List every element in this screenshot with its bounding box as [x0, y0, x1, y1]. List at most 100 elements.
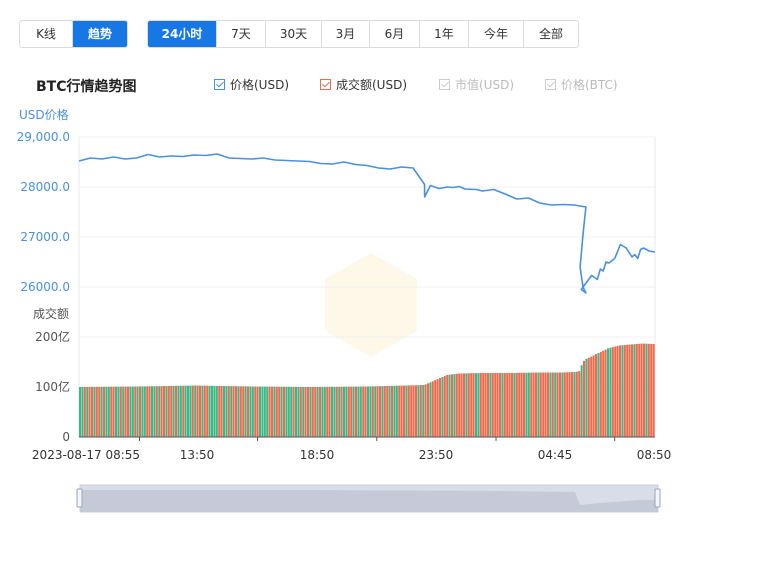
view-tab-1[interactable]: 趋势 — [73, 21, 127, 47]
volume-bar — [326, 386, 329, 437]
volume-bar — [652, 344, 655, 437]
volume-bar — [518, 372, 521, 437]
volume-bar — [472, 373, 475, 437]
volume-bar — [261, 386, 264, 437]
volume-bar — [230, 386, 233, 437]
volume-bar — [146, 386, 149, 437]
volume-bar — [431, 381, 434, 437]
volume-bar — [244, 386, 247, 437]
volume-bar — [199, 385, 202, 437]
range-tab-4[interactable]: 6月 — [370, 21, 420, 47]
range-tab-6[interactable]: 今年 — [469, 21, 524, 47]
legend-item-2[interactable]: 市值(USD) — [439, 76, 514, 93]
volume-bar — [645, 343, 648, 437]
volume-bar — [208, 385, 211, 437]
volume-bar — [515, 372, 518, 437]
volume-bar — [287, 386, 290, 437]
volume-bar — [544, 372, 547, 437]
volume-bar — [79, 387, 82, 437]
volume-bar — [446, 374, 449, 437]
volume-bar — [527, 372, 530, 437]
volume-bar — [266, 386, 269, 437]
volume-bar — [86, 386, 89, 437]
range-tab-5[interactable]: 1年 — [420, 21, 469, 47]
volume-bar — [319, 386, 322, 437]
x-tick-label: 08:50 — [637, 448, 672, 462]
volume-bar — [155, 386, 158, 437]
volume-bar — [278, 386, 281, 437]
legend-label: 价格(USD) — [230, 78, 290, 92]
volume-bar — [131, 386, 134, 437]
volume-bar — [364, 386, 367, 437]
range-tab-3[interactable]: 3月 — [322, 21, 370, 47]
volume-bar — [467, 373, 470, 437]
volume-bar — [381, 386, 384, 437]
volume-bar — [215, 385, 218, 437]
view-tab-0[interactable]: K线 — [20, 21, 73, 47]
legend-item-3[interactable]: 价格(BTC) — [545, 76, 618, 93]
volume-bar — [391, 385, 394, 437]
price-tick-label: 28000.0 — [20, 180, 70, 194]
volume-bar — [167, 385, 170, 437]
volume-bar — [595, 354, 598, 437]
volume-bar — [640, 343, 643, 437]
legend-item-1[interactable]: 成交额(USD) — [320, 76, 407, 93]
volume-bar — [463, 373, 466, 437]
volume-bar — [117, 386, 120, 437]
volume-bar — [129, 386, 132, 437]
volume-bar — [475, 373, 478, 437]
volume-bar — [458, 373, 461, 437]
volume-bar — [503, 373, 506, 437]
volume-bar — [203, 385, 206, 437]
volume-bar — [93, 386, 96, 437]
volume-bar — [194, 385, 197, 437]
volume-bar — [451, 374, 454, 437]
volume-bar — [530, 372, 533, 437]
volume-bar — [251, 386, 254, 437]
range-tab-1[interactable]: 7天 — [217, 21, 266, 47]
checkbox-icon[interactable] — [320, 79, 331, 90]
volume-bar — [359, 386, 362, 437]
price-tick-label: 29,000.0 — [17, 130, 70, 144]
volume-bar — [539, 372, 542, 437]
volume-bar — [563, 372, 566, 437]
volume-bar — [151, 386, 154, 437]
volume-bar — [578, 371, 581, 437]
volume-bar — [587, 357, 590, 437]
volume-bar — [491, 373, 494, 437]
checkbox-icon[interactable] — [214, 79, 225, 90]
volume-bar — [307, 386, 310, 437]
volume-bar — [275, 386, 278, 437]
volume-bar — [316, 386, 319, 437]
range-tab-7[interactable]: 全部 — [538, 27, 563, 41]
volume-bar — [455, 373, 458, 437]
checkbox-icon[interactable] — [439, 79, 450, 90]
volume-bar — [400, 385, 403, 437]
volume-bar — [520, 372, 523, 437]
checkbox-icon[interactable] — [545, 79, 556, 90]
volume-bar — [362, 386, 365, 437]
range-tab-2[interactable]: 30天 — [266, 21, 322, 47]
volume-bar — [357, 386, 360, 437]
volume-bar — [321, 386, 324, 437]
volume-bar — [614, 346, 617, 437]
volume-bar — [371, 386, 374, 437]
volume-bar — [280, 386, 283, 437]
volume-bar — [511, 372, 514, 437]
volume-bar — [254, 386, 257, 437]
price-axis-label: USD价格 — [19, 107, 69, 122]
range-tab-0[interactable]: 24小时 — [148, 21, 217, 47]
volume-bar — [532, 372, 535, 437]
legend-label: 价格(BTC) — [561, 78, 618, 92]
volume-bar — [479, 373, 482, 437]
volume-bar — [635, 343, 638, 437]
volume-bar — [153, 386, 156, 437]
watermark-logo — [325, 253, 417, 357]
legend-item-0[interactable]: 价格(USD) — [214, 76, 289, 93]
volume-bar — [127, 386, 130, 437]
volume-bar — [621, 345, 624, 437]
x-tick-label: 04:45 — [538, 448, 573, 462]
volume-bar — [263, 386, 266, 437]
volume-bar — [189, 385, 192, 437]
